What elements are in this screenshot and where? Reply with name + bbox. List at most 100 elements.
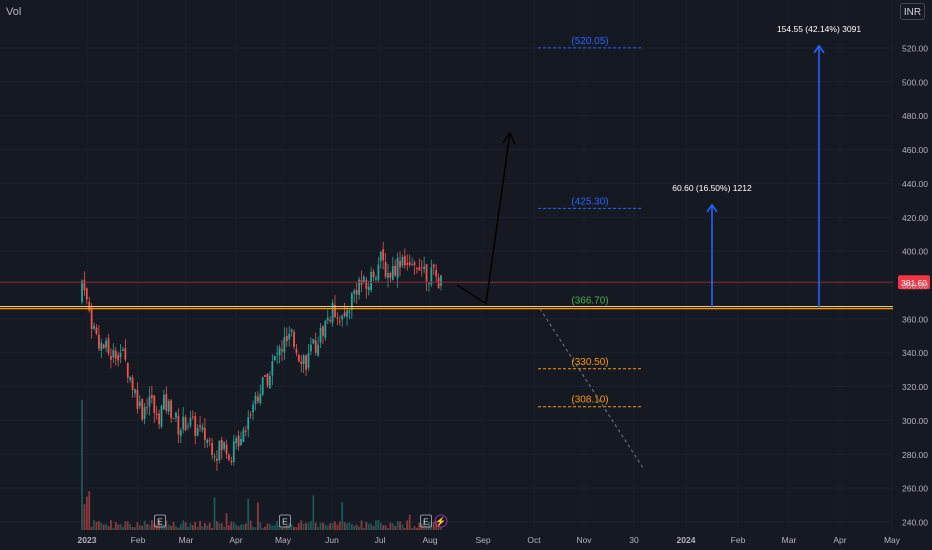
- volume-bar: [266, 523, 269, 530]
- volume-bar: [317, 527, 320, 530]
- candle-body: [264, 374, 267, 377]
- volume-bar: [435, 520, 438, 530]
- candle-body: [189, 417, 192, 426]
- candle-body: [343, 312, 346, 316]
- earnings-marker-label: E: [157, 517, 163, 527]
- volume-bar: [119, 524, 122, 530]
- x-tick-label: Mar: [179, 535, 194, 545]
- volume-bar: [179, 524, 182, 530]
- candle-body: [319, 327, 322, 343]
- volume-bar: [350, 523, 353, 530]
- candle-body: [278, 347, 281, 356]
- volume-bar: [264, 526, 267, 530]
- volume-bar: [189, 523, 192, 530]
- earnings-marker[interactable]: [420, 514, 432, 528]
- volume-bar: [408, 514, 411, 530]
- candle-body: [322, 326, 324, 336]
- lightning-icon-glyph: ⚡: [435, 516, 446, 528]
- volume-bar: [167, 524, 170, 530]
- candle-body: [165, 393, 168, 411]
- y-tick-label: 400.00: [902, 247, 928, 257]
- candle-body: [271, 361, 274, 376]
- volume-bar: [107, 526, 110, 530]
- x-tick-label: Sep: [475, 535, 490, 545]
- earnings-marker[interactable]: [154, 514, 166, 528]
- candle-body: [153, 395, 156, 414]
- volume-bar: [271, 525, 274, 530]
- candle-body: [242, 429, 245, 442]
- volume-bar: [184, 522, 187, 530]
- level-label: (308.10): [571, 395, 608, 406]
- volume-bar: [158, 520, 161, 530]
- candle-body: [172, 418, 175, 420]
- volume-bar: [312, 495, 315, 530]
- candle-body: [411, 264, 413, 266]
- volume-bar: [208, 522, 211, 530]
- volume-bar: [203, 523, 206, 530]
- volume-bar: [283, 526, 286, 530]
- earnings-marker[interactable]: [279, 514, 291, 528]
- candle-body: [293, 331, 295, 347]
- lightning-icon[interactable]: [434, 514, 448, 528]
- candle-body: [403, 256, 406, 266]
- candle-body: [285, 335, 288, 342]
- volume-bar: [225, 513, 228, 530]
- earnings-marker-label: E: [423, 517, 429, 527]
- volume-bar: [81, 400, 83, 530]
- candle-body: [230, 460, 233, 463]
- volume-bar: [391, 522, 394, 530]
- candle-body: [353, 290, 356, 294]
- y-tick-label: 280.00: [902, 450, 928, 460]
- volume-bar: [353, 525, 356, 530]
- volume-bar: [228, 525, 230, 530]
- volume-bar: [379, 522, 382, 530]
- candle-body: [256, 396, 259, 402]
- volume-bar: [112, 527, 115, 530]
- projection-arrow[interactable]: [456, 132, 511, 305]
- candle-body: [379, 251, 382, 262]
- volume-bar: [423, 520, 426, 530]
- candle-body: [261, 377, 264, 395]
- candle-body: [372, 271, 375, 278]
- volume-bar: [324, 524, 327, 530]
- volume-bar: [329, 523, 332, 530]
- candle-body: [399, 260, 401, 268]
- volume-bar: [85, 496, 88, 530]
- volume-bar: [278, 525, 281, 530]
- volume-bar: [211, 527, 214, 530]
- candle-body: [150, 395, 153, 398]
- candle-body: [387, 273, 389, 278]
- candle-body: [114, 350, 117, 359]
- x-tick-label: Mar: [782, 535, 797, 545]
- candle-body: [175, 412, 177, 418]
- volume-bar: [326, 525, 329, 530]
- candle-body: [240, 438, 242, 446]
- trend-line[interactable]: [539, 308, 644, 469]
- y-tick-label: 500.00: [902, 77, 928, 87]
- candle-body: [269, 375, 271, 389]
- currency-badge[interactable]: INR: [900, 3, 925, 20]
- volume-bar: [252, 526, 254, 530]
- earnings-marker-label: E: [282, 517, 288, 527]
- volume-bar: [290, 524, 293, 530]
- volume-bar: [136, 522, 139, 530]
- candle-body: [276, 353, 279, 355]
- volume-bar: [232, 522, 235, 530]
- volume-bar: [285, 525, 288, 530]
- candle-body: [220, 439, 223, 451]
- y-tick-label: 320.00: [902, 382, 928, 392]
- indicator-label[interactable]: Vol: [6, 6, 22, 18]
- candle-body: [93, 325, 95, 329]
- candle-body: [191, 416, 194, 418]
- candle-body: [338, 320, 341, 322]
- last-price-badge: [898, 275, 930, 290]
- candle-body: [167, 400, 170, 412]
- x-tick-label: Feb: [131, 535, 146, 545]
- volume-bar: [370, 523, 373, 530]
- candle-body: [228, 454, 230, 460]
- candle-body: [129, 376, 132, 381]
- candle-body: [249, 414, 252, 416]
- volume-bar: [293, 526, 295, 530]
